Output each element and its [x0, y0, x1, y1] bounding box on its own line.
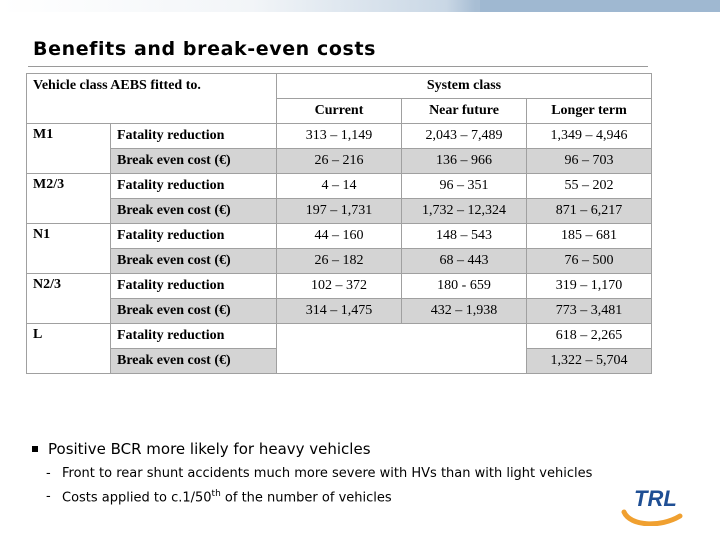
value-cell: 618 – 2,265	[526, 323, 652, 349]
value-cell: 76 – 500	[526, 248, 652, 274]
bullet-list: Positive BCR more likely for heavy vehic…	[32, 440, 592, 505]
bullet-sub-text-post: of the number of vehicles	[220, 490, 392, 506]
dash-bullet-icon: -	[46, 489, 51, 504]
value-cell: 313 – 1,149	[276, 123, 402, 149]
slide-title: Benefits and break-even costs	[33, 38, 377, 60]
bullet-sub: - Front to rear shunt accidents much mor…	[32, 466, 592, 481]
value-cell: 44 – 160	[276, 223, 402, 249]
row-label: Break even cost (€)	[110, 148, 277, 174]
row-label: Fatality reduction	[110, 173, 277, 199]
dash-bullet-icon: -	[46, 466, 51, 481]
value-cell: 96 – 703	[526, 148, 652, 174]
value-cell: 314 – 1,475	[276, 298, 402, 324]
value-cell: 432 – 1,938	[401, 298, 527, 324]
square-bullet-icon	[32, 446, 38, 452]
vehicle-class-cell: N2/3	[26, 273, 111, 324]
logo-text: TRL	[634, 486, 677, 511]
table-row: Break even cost (€) 26 – 182 68 – 443 76…	[27, 248, 652, 274]
row-label: Break even cost (€)	[110, 298, 277, 324]
title-divider	[28, 66, 648, 67]
row-label: Break even cost (€)	[110, 348, 277, 374]
column-header: Longer term	[526, 98, 652, 124]
value-cell: 1,349 – 4,946	[526, 123, 652, 149]
bullet-sub-text: Front to rear shunt accidents much more …	[62, 466, 593, 481]
vehicle-class-cell: M2/3	[26, 173, 111, 224]
value-cell: 136 – 966	[401, 148, 527, 174]
table-row: M1 Fatality reduction 313 – 1,149 2,043 …	[26, 123, 652, 174]
column-header: Current	[276, 98, 402, 124]
trl-logo: TRL	[621, 486, 683, 526]
value-cell: 1,322 – 5,704	[526, 348, 652, 374]
row-label: Fatality reduction	[110, 323, 277, 349]
table-row: M2/3 Fatality reduction 4 – 14 96 – 351 …	[26, 173, 652, 224]
value-cell: 197 – 1,731	[276, 198, 402, 224]
column-header: Near future	[401, 98, 527, 124]
row-label: Fatality reduction	[110, 223, 277, 249]
value-cell: 319 – 1,170	[526, 273, 652, 299]
value-cell: 148 – 543	[401, 223, 527, 249]
table-row: Break even cost (€) 1,322 – 5,704	[27, 348, 652, 374]
value-cell: 180 - 659	[401, 273, 527, 299]
table-row: Break even cost (€) 314 – 1,475 432 – 1,…	[27, 298, 652, 324]
value-cell: 185 – 681	[526, 223, 652, 249]
benefits-table: Vehicle class AEBS fitted to. System cla…	[26, 73, 652, 374]
vehicle-class-cell: L	[26, 323, 111, 374]
row-label: Break even cost (€)	[110, 198, 277, 224]
corner-header: Vehicle class AEBS fitted to.	[26, 73, 277, 124]
value-cell: 773 – 3,481	[526, 298, 652, 324]
system-class-header: System class	[276, 73, 652, 99]
table-row: N2/3 Fatality reduction 102 – 372 180 - …	[26, 273, 652, 324]
bullet-main-text: Positive BCR more likely for heavy vehic…	[48, 440, 371, 458]
table-row: Break even cost (€) 197 – 1,731 1,732 – …	[27, 198, 652, 224]
value-cell: 55 – 202	[526, 173, 652, 199]
value-cell: 26 – 182	[276, 248, 402, 274]
vehicle-class-cell: M1	[26, 123, 111, 174]
value-cell: 68 – 443	[401, 248, 527, 274]
bullet-sub: - Costs applied to c.1/50th of the numbe…	[32, 489, 592, 505]
table-row: Break even cost (€) 26 – 216 136 – 966 9…	[27, 148, 652, 174]
table-row: L Fatality reduction 618 – 2,265	[26, 323, 652, 374]
bullet-sub-text-sup: th	[211, 489, 221, 499]
value-cell: 26 – 216	[276, 148, 402, 174]
header-accent-block	[480, 0, 720, 12]
value-cell: 2,043 – 7,489	[401, 123, 527, 149]
value-cell: 96 – 351	[401, 173, 527, 199]
value-cell: 871 – 6,217	[526, 198, 652, 224]
row-label: Break even cost (€)	[110, 248, 277, 274]
vehicle-class-cell: N1	[26, 223, 111, 274]
row-label: Fatality reduction	[110, 123, 277, 149]
value-cell: 102 – 372	[276, 273, 402, 299]
value-cell: 1,732 – 12,324	[401, 198, 527, 224]
value-cell: 4 – 14	[276, 173, 402, 199]
empty-cell	[276, 323, 527, 374]
bullet-sub-text-pre: Costs applied to c.1/50	[62, 490, 212, 506]
bullet-main: Positive BCR more likely for heavy vehic…	[32, 440, 592, 458]
logo-swoosh	[621, 509, 683, 526]
row-label: Fatality reduction	[110, 273, 277, 299]
table-row: N1 Fatality reduction 44 – 160 148 – 543…	[26, 223, 652, 274]
